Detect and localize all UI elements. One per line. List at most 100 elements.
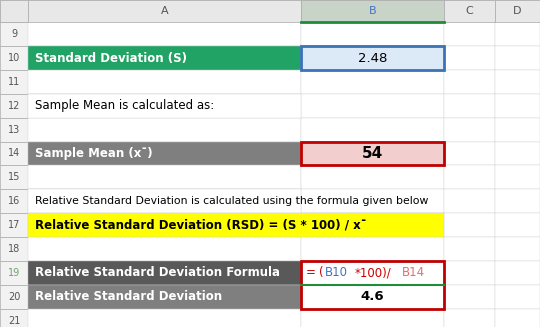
Bar [495, 94, 540, 118]
Bar [28, 142, 301, 165]
Bar [301, 237, 444, 261]
Bar [301, 22, 444, 46]
Bar [301, 46, 444, 70]
Text: 11: 11 [8, 77, 20, 87]
Bar [0, 165, 28, 189]
Text: Relative Standard Deviation: Relative Standard Deviation [35, 290, 222, 303]
Text: 12: 12 [8, 101, 20, 111]
Bar [495, 237, 540, 261]
Bar [28, 213, 444, 237]
Bar [0, 261, 28, 285]
Bar [495, 46, 540, 70]
Bar [444, 213, 495, 237]
Bar [28, 261, 301, 285]
Text: 13: 13 [8, 125, 20, 135]
Bar [444, 46, 495, 70]
Bar [0, 285, 28, 309]
Bar [495, 213, 540, 237]
Text: 2.48: 2.48 [357, 52, 387, 64]
Text: B: B [368, 6, 376, 16]
Bar [28, 189, 301, 213]
Bar [301, 70, 444, 94]
Bar [0, 213, 28, 237]
Bar [444, 22, 495, 46]
Bar [28, 261, 301, 285]
Text: Sample Mean (x¯): Sample Mean (x¯) [35, 147, 152, 160]
Bar [0, 22, 28, 46]
Text: B14: B14 [402, 266, 425, 279]
Bar [28, 46, 301, 70]
Bar [444, 94, 495, 118]
Bar [0, 46, 28, 70]
Bar [301, 189, 444, 213]
Bar [495, 261, 540, 285]
Text: C: C [465, 6, 474, 16]
Bar [301, 94, 444, 118]
Text: 54: 54 [362, 146, 383, 161]
Bar [28, 237, 301, 261]
Bar [301, 261, 444, 285]
Bar [28, 189, 301, 213]
Bar [444, 237, 495, 261]
Text: 16: 16 [8, 196, 20, 206]
Bar [301, 142, 444, 165]
Bar [444, 142, 495, 165]
Text: D: D [514, 6, 522, 16]
Bar [28, 285, 301, 309]
Bar [28, 0, 301, 22]
Text: 4.6: 4.6 [361, 290, 384, 303]
Bar [444, 189, 495, 213]
Bar [444, 165, 495, 189]
Bar [301, 285, 444, 309]
Text: Relative Standard Deviation Formula: Relative Standard Deviation Formula [35, 266, 280, 279]
Text: A: A [160, 6, 168, 16]
Text: 10: 10 [8, 53, 20, 63]
Bar [28, 118, 301, 142]
Bar [301, 118, 444, 142]
Bar [0, 142, 28, 165]
Text: 19: 19 [8, 268, 20, 278]
Bar [28, 165, 301, 189]
Text: B10: B10 [325, 266, 348, 279]
Bar [495, 285, 540, 309]
Bar [444, 70, 495, 94]
Bar [0, 309, 28, 327]
Bar [301, 142, 444, 165]
Bar [0, 189, 28, 213]
Bar [495, 309, 540, 327]
Text: *100)/: *100)/ [355, 266, 392, 279]
Bar [301, 142, 444, 165]
Bar [495, 165, 540, 189]
Bar [495, 22, 540, 46]
Text: =: = [306, 266, 316, 279]
Bar [0, 70, 28, 94]
Bar [301, 0, 444, 22]
Bar [495, 0, 540, 22]
Bar [444, 309, 495, 327]
Bar [495, 70, 540, 94]
Bar [28, 285, 301, 309]
Bar [28, 309, 301, 327]
Text: 14: 14 [8, 148, 20, 159]
Text: Sample Mean is calculated as:: Sample Mean is calculated as: [35, 99, 214, 112]
Text: 17: 17 [8, 220, 20, 230]
Bar [301, 46, 444, 70]
Bar [495, 142, 540, 165]
Bar [301, 261, 444, 285]
Bar [301, 309, 444, 327]
Text: Relative Standard Deviation is calculated using the formula given below: Relative Standard Deviation is calculate… [35, 196, 428, 206]
Bar [301, 46, 444, 70]
Bar [0, 94, 28, 118]
Bar [444, 261, 495, 285]
Bar [301, 213, 444, 237]
Bar [28, 46, 301, 70]
Bar [28, 94, 301, 118]
Text: Relative Standard Deviation (RSD) = (S * 100) / x¯: Relative Standard Deviation (RSD) = (S *… [35, 218, 366, 232]
Bar [444, 285, 495, 309]
Bar [495, 189, 540, 213]
Bar [28, 94, 301, 118]
Bar [444, 118, 495, 142]
Text: 9: 9 [11, 29, 17, 39]
Bar [495, 118, 540, 142]
Text: (: ( [319, 266, 323, 279]
